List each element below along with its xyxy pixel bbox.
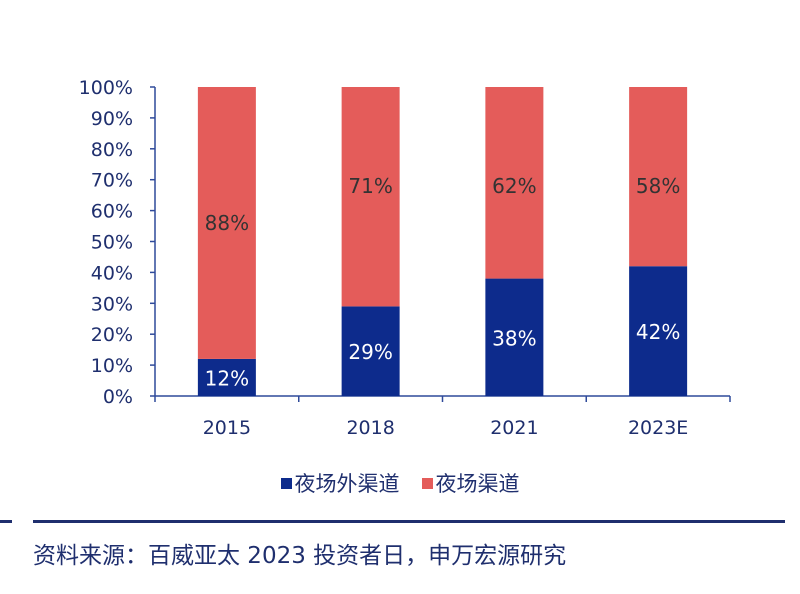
data-label: 62% xyxy=(492,174,536,198)
legend-label-on-premise: 夜场渠道 xyxy=(435,472,520,496)
legend-swatch-on-premise xyxy=(421,477,433,489)
y-tick-label: 80% xyxy=(91,139,133,161)
y-tick-label: 20% xyxy=(91,324,133,346)
bar-segment-on-premise xyxy=(197,87,256,359)
bar-segment-on-premise xyxy=(341,87,400,307)
bar-segment-off-premise xyxy=(629,266,688,396)
data-label: 71% xyxy=(348,174,392,198)
separator-line xyxy=(33,520,785,523)
y-tick-label: 60% xyxy=(91,201,133,223)
stacked-bar-chart: 0% 10% 20% 30% 40% 50% 60% 70% 80% 90% 100% 12% 88% 2… xyxy=(79,77,731,439)
bar-segment-on-premise xyxy=(485,87,544,279)
y-tick-label: 70% xyxy=(91,170,133,192)
bar-segment-off-premise xyxy=(197,358,256,396)
legend: 夜场外渠道 夜场渠道 xyxy=(0,468,800,498)
data-label: 38% xyxy=(492,326,536,350)
bar-segment-off-premise xyxy=(341,306,400,396)
x-tick-label: 2018 xyxy=(346,417,394,439)
bar-segment-off-premise xyxy=(485,278,544,396)
x-tick-label: 2023E xyxy=(628,417,688,439)
data-label: 29% xyxy=(348,340,392,364)
y-tick-label: 0% xyxy=(103,386,133,408)
data-label: 42% xyxy=(636,320,680,344)
data-label: 12% xyxy=(205,366,249,390)
data-label: 58% xyxy=(636,174,680,198)
y-tick-label: 100% xyxy=(79,77,133,99)
legend-label-off-premise: 夜场外渠道 xyxy=(294,472,400,496)
y-tick-label: 40% xyxy=(91,262,133,284)
data-label: 88% xyxy=(205,211,249,235)
x-tick-label: 2015 xyxy=(203,417,251,439)
y-tick-label: 30% xyxy=(91,293,133,315)
separator-short xyxy=(0,520,12,523)
legend-swatch-off-premise xyxy=(280,477,292,489)
legend-item-on-premise: 夜场渠道 xyxy=(421,468,520,498)
y-tick-label: 10% xyxy=(91,355,133,377)
y-tick-label: 50% xyxy=(91,232,133,254)
x-tick-label: 2021 xyxy=(490,417,538,439)
legend-item-off-premise: 夜场外渠道 xyxy=(280,468,400,498)
bar-segment-on-premise xyxy=(629,87,688,267)
source-note: 资料来源：百威亚太 2023 投资者日，申万宏源研究 xyxy=(33,543,567,569)
y-tick-label: 90% xyxy=(91,108,133,130)
